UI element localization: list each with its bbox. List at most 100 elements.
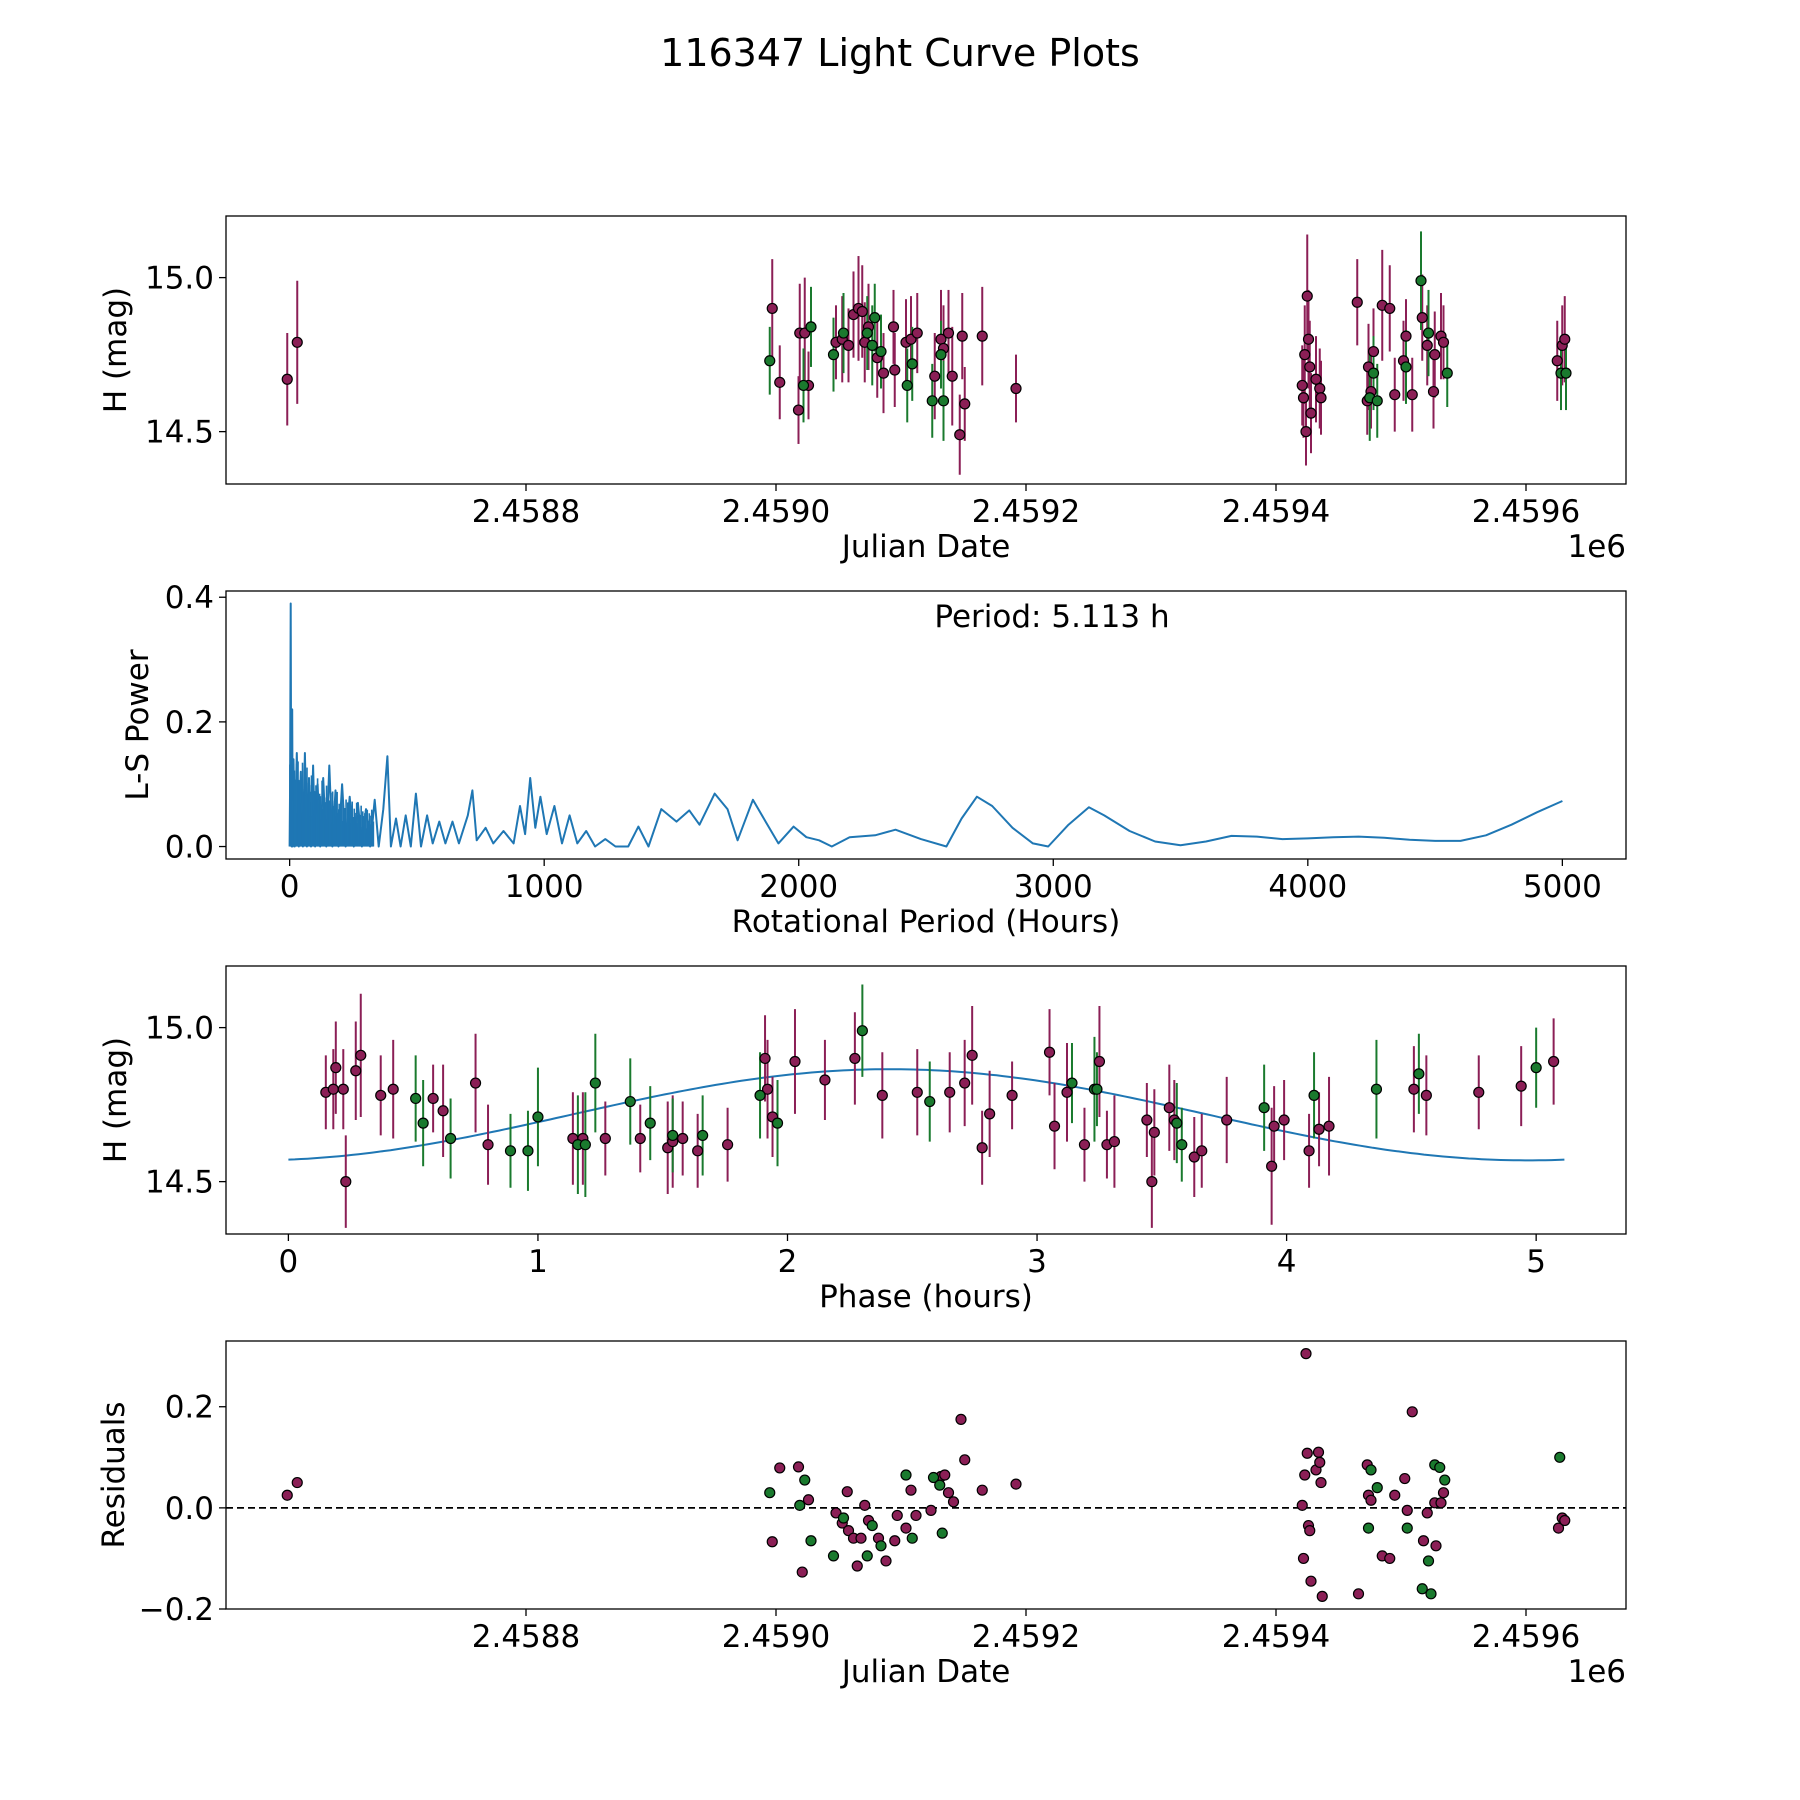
phased-point-purple (1196, 1145, 1208, 1157)
residuals-ytick-label: −0.2 (139, 1592, 214, 1628)
residuals-point-purple (976, 1484, 988, 1496)
phased-point-purple (375, 1089, 387, 1101)
residuals-point-purple (851, 1560, 863, 1572)
lightcurve-xtick-label: 2.4596 (1472, 494, 1580, 530)
phased-point-green (1091, 1083, 1103, 1095)
lightcurve-point-green (926, 395, 938, 407)
lightcurve-point-purple (281, 373, 293, 385)
lightcurve-point-green (1400, 361, 1412, 373)
residuals-point-purple (1406, 1406, 1418, 1418)
phased-point-green (1171, 1117, 1183, 1129)
lightcurve-point-green (1415, 275, 1427, 287)
residuals-point-purple (1437, 1487, 1450, 1499)
residuals-point-green (936, 1527, 948, 1539)
residuals-point-purple (1316, 1590, 1328, 1602)
residuals-point-green (1365, 1464, 1377, 1476)
residuals-point-purple (796, 1566, 808, 1578)
residuals-point-purple (1297, 1552, 1310, 1565)
phased-point-purple (761, 1083, 774, 1095)
residuals-point-green (1401, 1522, 1413, 1534)
phased-point-purple (1266, 1160, 1278, 1172)
lightcurve-point-purple (959, 398, 971, 410)
periodogram-marks (288, 602, 1563, 848)
residuals-point-purple (1315, 1476, 1327, 1489)
lightcurve-point-purple (1297, 392, 1310, 404)
periodogram-xtick-label: 1000 (505, 869, 584, 905)
residuals-point-green (866, 1519, 878, 1532)
residuals-point-purple (1300, 1348, 1312, 1360)
phased-xtick-label: 3 (1027, 1244, 1047, 1280)
lightcurve-xtick-label: 2.4592 (972, 494, 1080, 530)
residuals-point-green (1439, 1474, 1451, 1486)
lightcurve-point-green (1560, 367, 1572, 379)
lightcurve-point-purple (856, 305, 868, 318)
lightcurve-marks (281, 231, 1572, 475)
residuals-point-green (764, 1487, 776, 1499)
phased-point-green (924, 1095, 936, 1108)
phased-point-purple (437, 1105, 449, 1117)
phased-point-purple (966, 1049, 978, 1061)
residuals-xtick-label: 2.4592 (972, 1619, 1080, 1655)
residuals-point-purple (959, 1454, 971, 1466)
residuals-frame (225, 1340, 1627, 1610)
phased-point-green (754, 1089, 766, 1101)
lightcurve-point-green (1422, 327, 1435, 339)
residuals-point-green (837, 1512, 850, 1524)
lightcurve-point-purple (1559, 333, 1571, 345)
phased-plot-area: 0 1 2 3 4 5 14.5 15.0 (145, 984, 1565, 1280)
periodogram-frame (225, 590, 1627, 860)
phased-point-purple (427, 1092, 439, 1105)
phased-model-curve (288, 1068, 1565, 1162)
residuals-marks (226, 1348, 1626, 1602)
lightcurve-point-purple (1384, 302, 1396, 315)
lightcurve-point-purple (792, 404, 805, 416)
phased-point-purple (789, 1055, 801, 1068)
phased-point-purple (692, 1145, 704, 1157)
residuals-point-green (805, 1535, 817, 1547)
lightcurve-point-purple (766, 302, 778, 315)
phased-point-purple (482, 1139, 494, 1151)
phased-panel: 0 1 2 3 4 5 14.5 15.0 Phase (hours) H (mag) (98, 965, 1627, 1315)
lightcurve-point-purple (1301, 290, 1313, 302)
lightcurve-point-green (866, 339, 878, 351)
phased-point-green (771, 1117, 784, 1129)
phased-point-purple (1108, 1135, 1121, 1148)
residuals-point-purple (942, 1487, 955, 1499)
phased-ytick-label: 15.0 (145, 1011, 214, 1047)
residuals-point-purple (1312, 1446, 1325, 1458)
periodogram-ylabel: L-S Power (120, 649, 156, 800)
lightcurve-point-purple (1310, 373, 1322, 385)
lightcurve-point-purple (1429, 349, 1441, 361)
phased-point-purple (1006, 1089, 1018, 1101)
phased-point-purple (722, 1139, 734, 1151)
lightcurve-point-purple (1314, 382, 1326, 395)
phased-point-purple (1268, 1120, 1280, 1132)
residuals-point-purple (792, 1461, 805, 1473)
lightcurve-point-green (797, 379, 810, 392)
phased-point-green (1370, 1083, 1383, 1095)
lightcurve-x-offset: 1e6 (1567, 529, 1626, 565)
lightcurve-plot-area: 2.4588 2.4590 2.4592 2.4594 2.4596 14.5 15.0 (145, 231, 1580, 530)
phased-point-purple (350, 1065, 362, 1077)
lightcurve-point-purple (1427, 385, 1440, 398)
periodogram-panel: 0 1000 2000 3000 4000 5000 0.0 0.2 0.4 Period: 5… (120, 580, 1627, 940)
phased-point-purple (1278, 1114, 1290, 1126)
phased-point-green (417, 1117, 429, 1129)
phased-point-purple (1188, 1151, 1200, 1163)
periodogram-ytick-label: 0.4 (165, 580, 214, 616)
phased-point-purple (1043, 1046, 1056, 1058)
phased-point-purple (387, 1083, 399, 1095)
residuals-point-purple (1301, 1447, 1313, 1459)
phased-xtick-label: 2 (778, 1244, 798, 1280)
residuals-point-purple (841, 1486, 853, 1498)
residuals-point-purple (1384, 1552, 1396, 1565)
residuals-point-green (1371, 1482, 1383, 1494)
lightcurve-xtick-label: 2.4590 (722, 494, 830, 530)
lightcurve-point-purple (1010, 382, 1022, 395)
phased-point-purple (1408, 1083, 1420, 1095)
residuals-point-purple (291, 1476, 303, 1489)
lightcurve-point-green (901, 379, 913, 392)
lightcurve-point-green (837, 327, 850, 339)
